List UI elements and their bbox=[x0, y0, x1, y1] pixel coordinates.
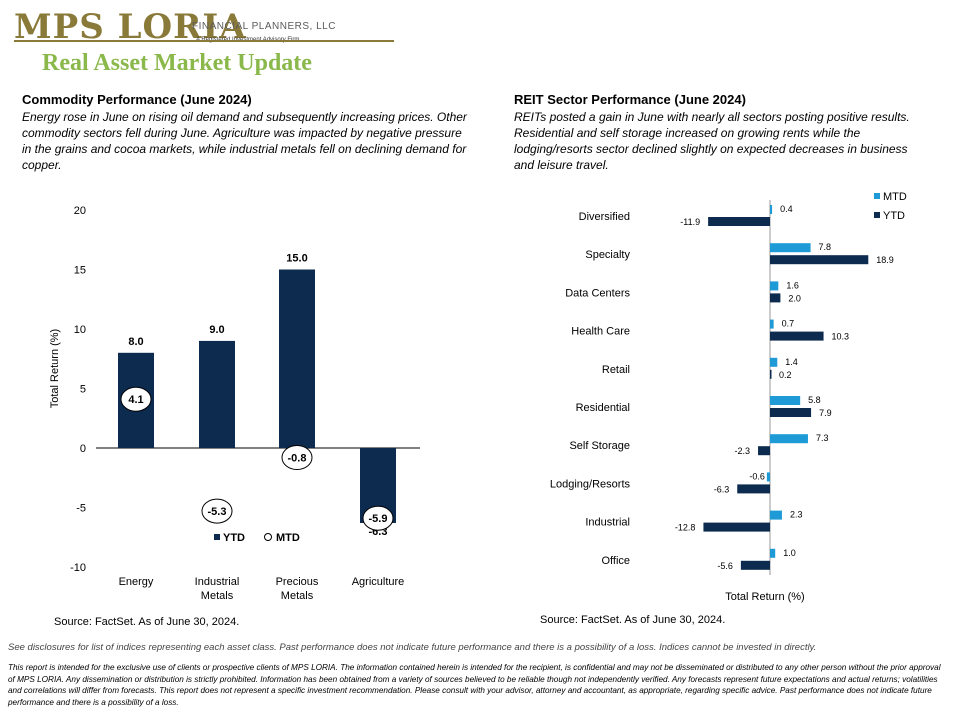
mtd-marker bbox=[201, 498, 233, 524]
ytd-bar bbox=[770, 369, 772, 379]
reit-section-text: REITs posted a gain in June with nearly … bbox=[514, 110, 910, 172]
x-category-label: Agriculture bbox=[352, 576, 405, 588]
ytd-data-label: 0.2 bbox=[779, 370, 792, 380]
ytd-data-label: -2.3 bbox=[735, 446, 751, 456]
mtd-data-label: -5.3 bbox=[208, 506, 227, 518]
ytd-data-label: 2.0 bbox=[788, 293, 801, 303]
ytd-bar bbox=[737, 484, 770, 494]
logo-divider bbox=[14, 40, 394, 42]
mtd-bar bbox=[770, 548, 776, 558]
ytd-data-label: 7.9 bbox=[819, 408, 832, 418]
mtd-bar bbox=[770, 510, 782, 520]
legend-ytd-swatch bbox=[214, 534, 220, 540]
mtd-data-label: 1.4 bbox=[785, 357, 798, 367]
mtd-data-label: 1.0 bbox=[783, 548, 796, 558]
mtd-data-label: 1.6 bbox=[786, 280, 799, 290]
y-axis-label: Total Return (%) bbox=[49, 329, 61, 408]
y-tick-label: 10 bbox=[74, 324, 86, 336]
mtd-data-label: 7.8 bbox=[819, 242, 832, 252]
legend-mtd-swatch bbox=[264, 533, 272, 541]
ytd-data-label: -11.9 bbox=[680, 217, 700, 227]
ytd-data-label: 18.9 bbox=[876, 255, 894, 265]
ytd-data-label: 15.0 bbox=[286, 253, 307, 265]
mtd-bar bbox=[770, 319, 774, 329]
mtd-data-label: 4.1 bbox=[128, 394, 143, 406]
ytd-data-label: -6.3 bbox=[714, 484, 730, 494]
commodity-source: Source: FactSet. As of June 30, 2024. bbox=[54, 616, 240, 628]
ytd-bar bbox=[279, 269, 315, 448]
x-axis-label: Total Return (%) bbox=[725, 591, 804, 603]
ytd-bar bbox=[770, 408, 812, 417]
ytd-data-label: -12.8 bbox=[675, 523, 696, 533]
logo-wordmark: MPS LORIA bbox=[14, 7, 247, 47]
legend-ytd-label: YTD bbox=[883, 210, 905, 222]
disclosure-note: See disclosures for list of indices repr… bbox=[8, 642, 817, 653]
category-label: Data Centers bbox=[565, 287, 630, 299]
legend-ytd-swatch bbox=[874, 212, 880, 218]
mtd-bar bbox=[766, 472, 770, 482]
mtd-data-label: 0.4 bbox=[780, 204, 793, 214]
y-tick-label: 20 bbox=[74, 205, 86, 217]
legend-ytd-label: YTD bbox=[223, 532, 245, 544]
mtd-bar bbox=[770, 396, 801, 405]
logo-subtitle: FINANCIAL PLANNERS, LLC bbox=[192, 21, 336, 32]
commodity-section-title: Commodity Performance (June 2024) bbox=[22, 92, 252, 107]
reit-section-title: REIT Sector Performance (June 2024) bbox=[514, 92, 746, 107]
footer-disclaimer: This report is intended for the exclusiv… bbox=[8, 663, 941, 707]
ytd-bar bbox=[740, 560, 770, 570]
legend-mtd-swatch bbox=[874, 193, 880, 199]
category-label: Industrial bbox=[585, 517, 630, 529]
ytd-bar bbox=[758, 446, 770, 456]
ytd-data-label: 9.0 bbox=[209, 324, 224, 336]
ytd-bar bbox=[770, 293, 781, 303]
mtd-data-label: 5.8 bbox=[808, 395, 821, 405]
mtd-bar bbox=[770, 243, 811, 253]
mtd-bar bbox=[770, 434, 808, 444]
x-category-label: Industrial bbox=[195, 576, 240, 588]
mtd-bar bbox=[770, 281, 779, 291]
mtd-bar bbox=[770, 357, 778, 367]
mtd-data-label: -5.9 bbox=[369, 513, 388, 525]
legend-mtd-label: MTD bbox=[276, 532, 300, 544]
mtd-data-label: 2.3 bbox=[790, 510, 803, 520]
mtd-marker bbox=[120, 386, 152, 412]
mtd-data-label: 7.3 bbox=[816, 433, 829, 443]
x-category-label: Metals bbox=[201, 590, 234, 602]
x-category-label: Energy bbox=[119, 576, 154, 588]
category-label: Retail bbox=[602, 364, 630, 376]
ytd-data-label: -5.6 bbox=[717, 561, 733, 571]
ytd-bar bbox=[770, 331, 824, 341]
ytd-bar bbox=[703, 522, 770, 532]
mtd-marker bbox=[362, 505, 394, 531]
mtd-data-label: -0.8 bbox=[288, 453, 307, 465]
mtd-data-label: 0.7 bbox=[782, 319, 795, 329]
ytd-bar bbox=[770, 255, 869, 265]
category-label: Lodging/Resorts bbox=[550, 478, 631, 490]
ytd-bar bbox=[199, 340, 235, 448]
ytd-bar bbox=[708, 217, 770, 226]
page-title: Real Asset Market Update bbox=[42, 50, 312, 76]
ytd-data-label: 8.0 bbox=[128, 336, 143, 348]
ytd-data-label: 10.3 bbox=[832, 332, 850, 342]
mtd-marker bbox=[281, 445, 313, 471]
category-label: Health Care bbox=[571, 326, 630, 338]
reit-source: Source: FactSet. As of June 30, 2024. bbox=[540, 614, 726, 626]
category-label: Specialty bbox=[585, 249, 630, 261]
x-category-label: Metals bbox=[281, 590, 314, 602]
mtd-data-label: -0.6 bbox=[749, 471, 765, 481]
x-category-label: Precious bbox=[276, 576, 319, 588]
category-label: Self Storage bbox=[569, 440, 630, 452]
y-tick-label: -10 bbox=[70, 562, 86, 574]
category-label: Office bbox=[601, 555, 630, 567]
y-tick-label: -5 bbox=[76, 503, 86, 515]
y-tick-label: 15 bbox=[74, 265, 86, 277]
mtd-bar bbox=[770, 205, 773, 214]
commodity-section-text: Energy rose in June on rising oil demand… bbox=[22, 110, 467, 172]
legend-mtd-label: MTD bbox=[883, 191, 907, 203]
y-tick-label: 0 bbox=[80, 443, 86, 455]
category-label: Residential bbox=[576, 402, 630, 414]
y-tick-label: 5 bbox=[80, 384, 86, 396]
category-label: Diversified bbox=[579, 211, 630, 223]
